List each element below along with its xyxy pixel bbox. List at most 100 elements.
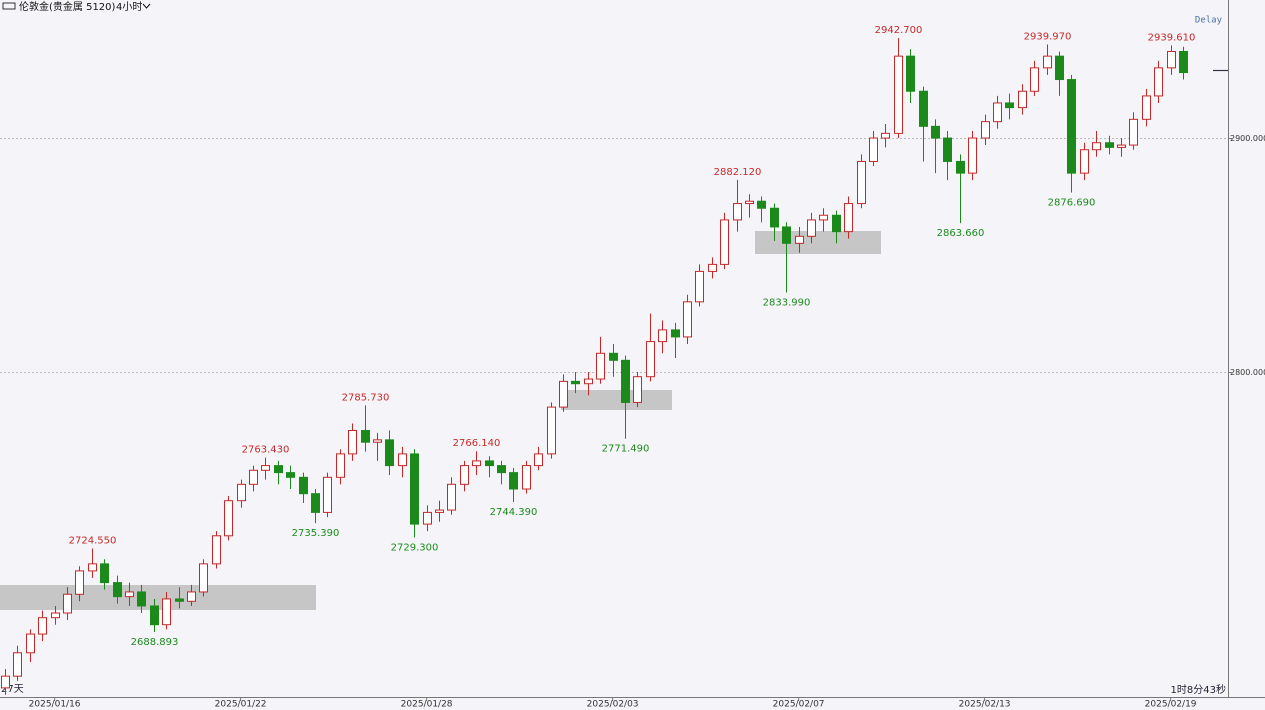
delay-status: Delay	[1195, 16, 1223, 26]
candle-body	[708, 263, 717, 272]
range-note: 27天	[1, 684, 24, 695]
high-label: 2766.140	[453, 438, 501, 449]
candle-body	[261, 465, 270, 471]
high-label: 2939.970	[1024, 32, 1072, 43]
candle-body	[683, 301, 692, 338]
timeframe[interactable]: 4小时	[116, 1, 142, 13]
candle-body	[137, 591, 146, 607]
candle-body	[745, 200, 754, 205]
candle-body	[993, 102, 1002, 123]
candle-body	[646, 341, 655, 378]
x-tick-label: 2025/02/07	[773, 700, 825, 710]
x-tick-label: 2025/02/03	[587, 700, 639, 710]
candle-body	[547, 406, 556, 455]
candle-body	[460, 465, 469, 485]
candle-body	[1167, 50, 1176, 69]
x-tick-label: 2025/01/28	[401, 700, 453, 710]
y-tick-label: 2800.000	[1230, 368, 1265, 377]
candle-body	[509, 472, 518, 490]
candle-body	[1154, 67, 1163, 97]
high-label: 2724.550	[69, 536, 117, 547]
candle-body	[410, 453, 419, 525]
candle-body	[212, 535, 221, 565]
candle-body	[832, 214, 841, 233]
candle-body	[559, 380, 568, 408]
candle-body	[522, 465, 531, 490]
zone	[561, 390, 672, 410]
candle-body	[38, 617, 47, 635]
candle-body	[1, 675, 10, 689]
candle-body	[187, 591, 196, 602]
candle-body	[844, 203, 853, 233]
candle-body	[274, 465, 283, 474]
dropdown-arrow[interactable]	[142, 3, 151, 9]
candle-body	[88, 563, 97, 572]
candle-body	[385, 439, 394, 467]
candle-body	[497, 465, 506, 474]
candle-body	[906, 55, 915, 92]
candle-body	[13, 652, 22, 677]
x-tick-label: 2025/01/22	[215, 700, 267, 710]
candle-body	[757, 200, 766, 209]
candle-body	[584, 378, 593, 385]
candle-body	[795, 235, 804, 244]
low-label: 2833.990	[763, 297, 811, 308]
candle-body	[968, 137, 977, 174]
candle-body	[1117, 144, 1126, 148]
candle-body	[571, 380, 580, 385]
candle-body	[1080, 149, 1089, 174]
x-tick-label: 2025/01/16	[29, 700, 81, 710]
candle-body	[100, 563, 109, 584]
candle-body	[1129, 118, 1138, 146]
candle-body	[1142, 95, 1151, 120]
candle-body	[807, 219, 816, 237]
candle-body	[819, 214, 828, 221]
candle-body	[782, 226, 791, 244]
candle-body	[1055, 55, 1064, 81]
candle-body	[361, 430, 370, 443]
candle-body	[237, 483, 246, 502]
candle-body	[447, 483, 456, 511]
symbol-title[interactable]: 伦敦金(贵金属 5120)	[19, 0, 116, 13]
candle-body	[534, 453, 543, 467]
candle-body	[311, 493, 320, 513]
low-label: 2863.660	[937, 228, 985, 239]
candle-body	[336, 453, 345, 478]
candle-body	[633, 376, 642, 403]
icon[interactable]	[2, 2, 16, 10]
candle-body	[733, 203, 742, 221]
candle-body	[1092, 142, 1101, 151]
candle-body	[75, 570, 84, 595]
candle-body	[162, 598, 171, 626]
candle-body	[286, 472, 295, 478]
candle-body	[323, 476, 332, 513]
candle-body	[423, 511, 432, 525]
y-tick-label: 2900.000	[1230, 134, 1265, 143]
candle-body	[919, 90, 928, 127]
candle-body	[1067, 79, 1076, 174]
x-tick-label: 2025/02/19	[1145, 700, 1197, 710]
candle-body	[63, 593, 72, 614]
candle-body	[1018, 90, 1027, 109]
low-label: 2688.893	[131, 637, 179, 648]
candle-body	[770, 207, 779, 228]
candle-body	[249, 469, 258, 485]
candle-body	[621, 359, 630, 403]
candle-body	[299, 476, 308, 495]
low-label: 2771.490	[602, 444, 650, 455]
high-label: 2763.430	[242, 445, 290, 456]
candle-body	[609, 352, 618, 361]
candle-body	[1105, 142, 1114, 148]
candle-body	[51, 612, 60, 619]
countdown: 1时8分43秒	[1171, 683, 1226, 696]
high-label: 2939.610	[1148, 32, 1196, 43]
candle-body	[931, 125, 940, 139]
candle-body	[894, 55, 903, 134]
candle-body	[671, 329, 680, 338]
candle-body	[857, 160, 866, 205]
high-label: 2882.120	[714, 167, 762, 178]
candle-body	[956, 160, 965, 174]
candle-body	[1030, 67, 1039, 92]
low-label: 2735.390	[292, 528, 340, 539]
